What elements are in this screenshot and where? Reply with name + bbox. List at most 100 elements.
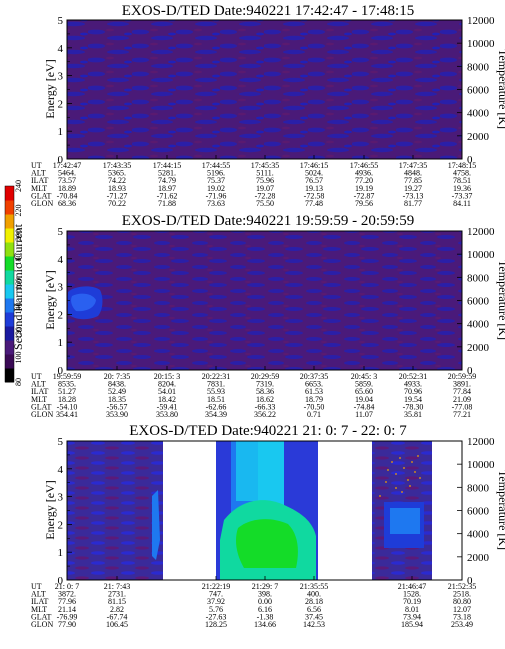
orbit-value: 71.88 (158, 199, 176, 208)
y-tick-label: 4 (58, 464, 64, 476)
orbit-value: 353.80 (156, 410, 178, 419)
orbit-value: 20:52:31 (399, 372, 427, 381)
colorbar-swatch (5, 256, 14, 271)
orbit-value: 7319. (256, 380, 274, 389)
orbit-value: 4936. (355, 169, 373, 178)
orbit-value: 19.36 (453, 184, 471, 193)
heatmap-blob-2b (71, 293, 96, 312)
orbit-value: 74.79 (158, 176, 176, 185)
orbit-value: -71.27 (107, 191, 128, 200)
chart-title-1: EXOS-D/TED Date:940221 17:42:47 - 17:48:… (122, 3, 414, 19)
temperature-dot (407, 479, 409, 481)
orbit-value: 253.49 (451, 620, 473, 629)
orbit-value: 2518. (453, 590, 471, 599)
chart-title-3: EXOS-D/TED Date:940221 21: 0: 7 - 22: 0:… (129, 423, 407, 439)
y-right-tick-label: 4000 (467, 108, 490, 120)
orbit-value: 19.19 (355, 184, 373, 193)
y-right-tick-label: 0 (467, 365, 473, 377)
orbit-value: 4933. (404, 380, 422, 389)
y-tick-label: 0 (58, 154, 64, 166)
orbit-value: 1528. (403, 590, 421, 599)
orbit-value: -27.63 (206, 612, 227, 621)
temperature-dot (385, 481, 387, 483)
orbit-value: 5464. (58, 169, 76, 178)
colorbar-tick-label: 180 (14, 254, 23, 266)
orbit-value: 77.96 (58, 597, 76, 606)
orbit-row-label: ILAT (31, 387, 48, 396)
y-tick-label: 2 (58, 309, 64, 321)
orbit-value: 18.97 (158, 184, 176, 193)
orbit-value: 142.53 (303, 620, 325, 629)
orbit-value: 84.11 (453, 199, 471, 208)
y-right-tick-label: 2000 (467, 342, 490, 354)
orbit-value: 8535. (58, 380, 76, 389)
orbit-value: 17:44:55 (202, 161, 230, 170)
y-right-tick-label: 4000 (467, 529, 490, 541)
orbit-value: 20:15: 3 (154, 372, 180, 381)
y-axis-right-label-1: Temperature [K] (496, 49, 505, 129)
orbit-value: 5024. (305, 169, 323, 178)
y-right-tick-label: 8000 (467, 272, 490, 284)
orbit-value: 68.36 (58, 199, 76, 208)
orbit-value: 21:46:47 (398, 582, 426, 591)
orbit-row-label: GLON (31, 620, 53, 629)
y-right-tick-label: 10000 (467, 249, 495, 261)
temperature-dot (395, 487, 397, 489)
orbit-row-label: ILAT (31, 176, 48, 185)
colorbar-swatch (5, 186, 14, 201)
colorbar-swatch (5, 368, 14, 383)
orbit-value: 37.45 (305, 612, 323, 621)
orbit-table-1: UTALTILATMLTGLATGLON17:42:475464.73.5718… (31, 155, 476, 208)
orbit-value: 7831. (207, 380, 225, 389)
orbit-value: 18.42 (158, 395, 176, 404)
colorbar-tick-label: 140 (14, 303, 23, 315)
y-tick-label: 2 (58, 519, 64, 531)
orbit-value: 81.15 (108, 597, 126, 606)
orbit-value: 18.28 (58, 395, 76, 404)
orbit-value: 8438. (108, 380, 126, 389)
orbit-value: 70.22 (108, 199, 126, 208)
orbit-value: 17:46:55 (350, 161, 378, 170)
temperature-dot (411, 461, 413, 463)
orbit-value: -56.57 (107, 402, 128, 411)
orbit-value: 73.18 (453, 612, 471, 621)
orbit-value: 52.49 (108, 387, 126, 396)
colorbar-tick-label: 80 (14, 378, 23, 386)
orbit-value: 65.60 (355, 387, 373, 396)
orbit-value: 19.13 (305, 184, 323, 193)
orbit-value: 21:22:19 (202, 582, 230, 591)
orbit-row-label: GLAT (31, 612, 52, 621)
y-axis-label-1: Energy [eV] (43, 59, 57, 118)
orbit-value: 73.63 (207, 199, 225, 208)
orbit-value: 6.16 (258, 605, 272, 614)
orbit-value: 61.53 (305, 387, 323, 396)
y-tick-label: 3 (58, 282, 64, 294)
colorbar-swatch (5, 242, 14, 257)
y-tick-label: 1 (58, 337, 64, 349)
y-tick-label: 5 (58, 436, 64, 448)
orbit-value: 2.82 (110, 605, 124, 614)
orbit-value: 17:46:15 (300, 161, 328, 170)
y-ticks-right-2: 0 2000 4000 6000 8000 10000 12000 (457, 226, 495, 377)
orbit-value: 73.94 (403, 612, 421, 621)
orbit-value: 17:47:35 (399, 161, 427, 170)
chart-title-2: EXOS-D/TED Date:940221 19:59:59 - 20:59:… (122, 213, 414, 229)
y-tick-label: 4 (58, 43, 64, 55)
temperature-dots (379, 455, 421, 497)
y-right-tick-label: 6000 (467, 506, 490, 518)
orbit-value: -73.13 (403, 191, 424, 200)
chart-panel-1: EXOS-D/TED Date:940221 17:42:47 - 17:48:… (31, 3, 505, 208)
orbit-value: 77.21 (453, 410, 471, 419)
orbit-value: -62.66 (206, 402, 227, 411)
y-right-tick-label: 6000 (467, 296, 490, 308)
orbit-value: -70.84 (57, 191, 78, 200)
orbit-value: 18.79 (305, 395, 323, 404)
orbit-value: 17:48:15 (448, 161, 476, 170)
orbit-value: 21:35:55 (300, 582, 328, 591)
orbit-value: 5.76 (209, 605, 223, 614)
orbit-value: 18.35 (108, 395, 126, 404)
orbit-value: 354.39 (205, 410, 227, 419)
orbit-table-2: UTALTILATMLTGLATGLON19:59:598535.51.2718… (31, 366, 476, 419)
orbit-value: 17:45:35 (251, 161, 279, 170)
orbit-row-label: GLON (31, 410, 53, 419)
